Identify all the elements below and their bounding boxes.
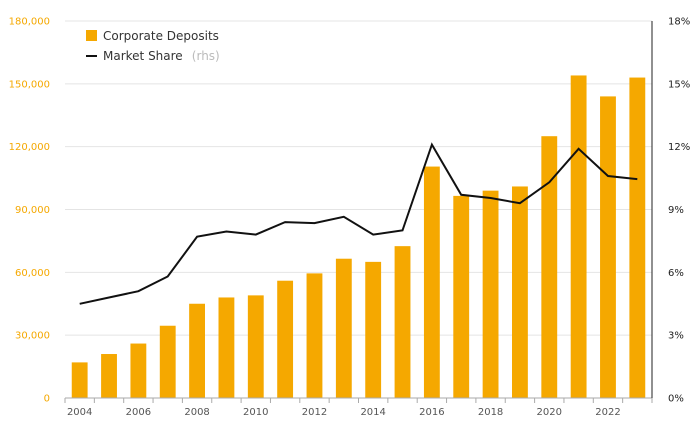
y-left-tick-label: 90,000 xyxy=(15,205,50,216)
bar-2007 xyxy=(159,325,176,398)
x-tick-label: 2016 xyxy=(419,407,444,418)
y-right-tick-label: 6% xyxy=(668,268,684,279)
bar-2009 xyxy=(218,297,235,398)
bar-2017 xyxy=(453,195,470,398)
y-left-tick-label: 60,000 xyxy=(15,268,50,279)
bar-series xyxy=(71,75,646,399)
x-tick-label: 2012 xyxy=(302,407,327,418)
bar-2010 xyxy=(247,295,264,398)
bar-2016 xyxy=(423,166,440,398)
legend-swatch-bar xyxy=(86,30,97,41)
x-tick-label: 2018 xyxy=(478,407,503,418)
bar-2022 xyxy=(600,96,616,399)
bar-2011 xyxy=(277,280,294,398)
bar-2021 xyxy=(570,75,587,398)
y-right-tick-label: 15% xyxy=(668,79,690,90)
market-share-line xyxy=(79,142,638,305)
y-left-tick-label: 150,000 xyxy=(9,79,50,90)
legend-label-deposits: Corporate Deposits xyxy=(103,29,219,43)
bar-2008 xyxy=(189,303,205,398)
y-right-tick-label: 3% xyxy=(668,331,684,342)
x-tick-label: 2022 xyxy=(595,407,620,418)
y-left-tick-label: 0 xyxy=(44,394,50,405)
x-tick-label: 2020 xyxy=(537,407,562,418)
legend-label-market-share-name: Market Share xyxy=(103,49,183,63)
y-right-tick-label: 9% xyxy=(668,205,684,216)
y-right-tick-label: 18% xyxy=(668,17,690,28)
legend-label-rhs-note: (rhs) xyxy=(192,49,220,63)
bar-2015 xyxy=(394,246,411,398)
x-tick-label: 2006 xyxy=(126,407,151,418)
y-left-tick-label: 180,000 xyxy=(9,17,50,28)
y-left-tick-label: 30,000 xyxy=(15,331,50,342)
bar-2004 xyxy=(71,362,88,398)
legend-label-market-share: Market Share (rhs) xyxy=(103,45,220,64)
bar-2006 xyxy=(130,343,147,398)
x-tick-label: 2004 xyxy=(67,407,92,418)
bar-2012 xyxy=(306,273,323,398)
gridlines xyxy=(65,20,652,336)
x-tick-label: 2014 xyxy=(360,407,385,418)
bar-2014 xyxy=(365,261,382,398)
axes: 0 0% 30,000 3% 60,000 6% 90,000 9% 120,000 12% 150… xyxy=(9,17,691,419)
bar-2019 xyxy=(512,186,528,398)
y-right-tick-label: 12% xyxy=(668,142,690,153)
bar-2013 xyxy=(335,258,352,398)
bar-2023 xyxy=(629,77,646,399)
line-series xyxy=(79,142,638,305)
bar-2020 xyxy=(541,136,558,398)
y-left-tick-label: 120,000 xyxy=(9,142,50,153)
bar-2005 xyxy=(101,354,117,398)
x-tick-label: 2008 xyxy=(184,407,209,418)
bar-2018 xyxy=(482,190,499,398)
y-right-tick-label: 0% xyxy=(668,394,684,405)
x-tick-label: 2010 xyxy=(243,407,268,418)
legend: Corporate Deposits Market Share (rhs) xyxy=(86,29,220,64)
